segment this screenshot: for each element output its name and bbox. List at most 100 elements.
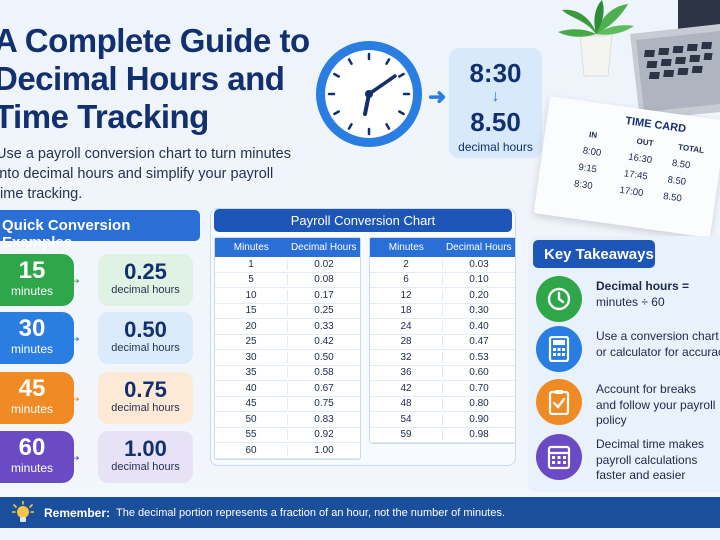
subtitle-line: into decimal hours and simplify your pay… — [0, 166, 274, 182]
decimal-cell: 0.80 — [469, 398, 489, 410]
payroll-chart-header: Payroll Conversion Chart — [214, 209, 512, 232]
time-card-cell: 8.50 — [671, 157, 692, 172]
takeaway-item: Use a conversion chart or calculator for … — [535, 326, 720, 374]
table-row: 40 0.67 — [215, 381, 360, 397]
table-row: 5 0.08 — [215, 273, 360, 288]
title-line: Decimal Hours and — [0, 60, 285, 97]
decimal-cell: 1.00 — [314, 444, 334, 456]
clock-icon — [536, 276, 582, 322]
key-takeaways-header: Key Takeaways — [533, 240, 655, 268]
subtitle: Use a payroll conversion chart to turn m… — [0, 144, 296, 204]
minutes-label: minutes — [10, 461, 54, 475]
quick-conversion-row: 60 minutes → 1.00 decimal hours — [0, 431, 195, 483]
table-row: 55 0.92 — [215, 428, 360, 443]
minutes-cell: 45 — [215, 398, 288, 410]
minutes-cell: 40 — [215, 382, 288, 394]
decimal-label: decimal hours — [111, 284, 180, 296]
decimal-cell: 0.17 — [314, 289, 334, 301]
minutes-cell: 15 — [215, 305, 288, 317]
table-row: 20 0.33 — [215, 319, 360, 335]
minutes-value: 15 — [18, 257, 46, 284]
table-row: 10 0.17 — [215, 288, 360, 304]
minutes-label: minutes — [10, 342, 54, 356]
table-row: 48 0.80 — [370, 397, 515, 412]
arrow-right-icon: → — [65, 326, 83, 346]
decimal-cell: 0.02 — [314, 258, 334, 270]
arrow-down-icon: ↓ — [491, 88, 500, 105]
laptop-icon — [630, 0, 720, 120]
decimal-label: decimal hours — [111, 402, 180, 414]
title-line: A Complete Guide to — [0, 22, 310, 59]
minutes-cell: 48 — [370, 398, 443, 410]
time-card-cell: 8:00 — [582, 145, 602, 159]
table-row: 42 0.70 — [370, 381, 515, 397]
arrow-right-icon: → — [65, 268, 83, 288]
lightbulb-icon — [12, 500, 34, 522]
takeaway-text-line: faster and easier — [596, 468, 686, 482]
takeaway-text: Use a conversion chart or calculator for … — [596, 329, 720, 360]
takeaway-item: Account for breaks and follow your payrol… — [535, 379, 720, 427]
page-title: A Complete Guide to Decimal Hours and Ti… — [0, 22, 310, 136]
remember-bar: Remember: The decimal portion represents… — [0, 497, 720, 528]
decimal-cell: 0.83 — [314, 413, 334, 425]
column-header-decimal: Decimal Hours — [290, 242, 357, 253]
table-row: 54 0.90 — [370, 412, 515, 428]
time-card-cell: 8.50 — [666, 174, 687, 188]
time-card: TIME CARD IN OUT TOTAL 8:00 16:30 8.50 9… — [533, 96, 720, 238]
takeaway-text: Decimal hours = minutes ÷ 60 — [596, 279, 720, 310]
quick-conversion-row: 15 minutes → 0.25 decimal hours — [0, 254, 195, 306]
minutes-cell: 36 — [370, 367, 443, 379]
decimal-badge: 0.75 decimal hours — [98, 372, 193, 424]
takeaway-item: Decimal time makes payroll calculations fa… — [535, 434, 720, 482]
time-card-cell: 9:15 — [577, 161, 598, 176]
decimal-cell: 0.58 — [314, 367, 334, 379]
takeaway-text-line: or calculator for accuracy — [596, 344, 720, 359]
minutes-badge: 45 minutes — [0, 372, 74, 424]
minutes-value: 45 — [18, 375, 46, 402]
minutes-cell: 59 — [370, 429, 443, 441]
minutes-value: 30 — [18, 315, 46, 342]
decimal-cell: 0.53 — [469, 351, 489, 363]
minutes-badge: 15 minutes — [0, 254, 74, 306]
decimal-cell: 0.75 — [314, 398, 334, 410]
time-card-cell: 8:30 — [573, 178, 594, 192]
minutes-cell: 35 — [215, 367, 288, 379]
minutes-label: minutes — [10, 284, 54, 298]
takeaway-text-line: Decimal time makes — [596, 437, 705, 451]
decimal-label: decimal hours — [111, 342, 180, 354]
time-card-cell: 8.50 — [662, 190, 683, 205]
takeaway-text: Decimal time makes payroll calculations fa… — [596, 437, 720, 484]
minutes-cell: 28 — [370, 336, 443, 348]
time-card-cell: 16:30 — [627, 151, 653, 166]
clock-time: 8:30 — [469, 58, 522, 88]
decimal-cell: 0.25 — [314, 305, 334, 317]
time-card-header: OUT — [636, 136, 655, 148]
takeaway-text-line: policy — [596, 413, 627, 427]
table-row: 24 0.40 — [370, 319, 515, 335]
table-row: 32 0.53 — [370, 350, 515, 366]
decimal-value: 1.00 — [124, 436, 167, 461]
table-row: 36 0.60 — [370, 366, 515, 381]
decimal-cell: 0.33 — [314, 320, 334, 332]
table-row: 1 0.02 — [215, 257, 360, 273]
time-conversion-box: 8:30 ↓ 8.50 decimal hours — [449, 48, 542, 158]
minutes-cell: 10 — [215, 289, 288, 301]
takeaway-text: Account for breaks and follow your payrol… — [596, 382, 720, 429]
decimal-cell: 0.10 — [469, 274, 489, 286]
calendar-icon — [536, 434, 582, 480]
minutes-cell: 42 — [370, 382, 443, 394]
table-row: 35 0.58 — [215, 366, 360, 381]
table-row: 6 0.10 — [370, 273, 515, 288]
table-row: 60 1.00 — [215, 443, 360, 459]
minutes-cell: 24 — [370, 320, 443, 332]
takeaway-text-line: minutes ÷ 60 — [596, 294, 665, 309]
arrow-right-icon: → — [65, 386, 83, 406]
minutes-cell: 1 — [215, 258, 288, 270]
table-row: 59 0.98 — [370, 428, 515, 443]
payroll-table-right: Minutes Decimal Hours 2 0.03 6 0.10 12 0.20 18… — [369, 237, 516, 444]
table-row: 28 0.47 — [370, 335, 515, 350]
decimal-cell: 0.90 — [469, 413, 489, 425]
decimal-value: 0.25 — [124, 259, 167, 284]
decimal-cell: 0.08 — [314, 274, 334, 286]
subtitle-line: Use a payroll conversion chart to turn m… — [0, 146, 291, 162]
